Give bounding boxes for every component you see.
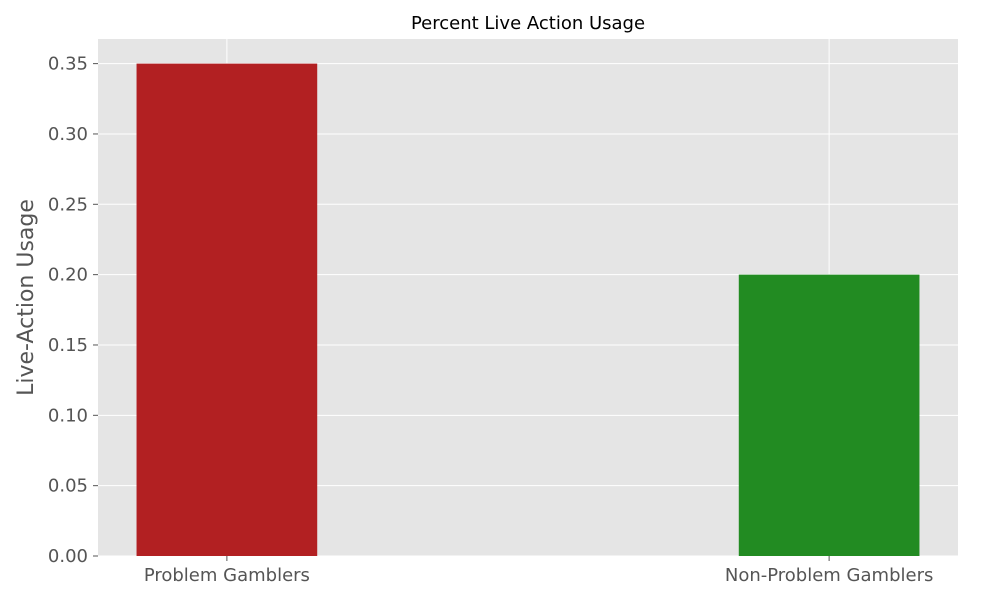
chart-title: Percent Live Action Usage xyxy=(411,13,645,34)
bar-problem-gamblers xyxy=(136,63,318,556)
y-tick-label: 0.20 xyxy=(48,265,88,286)
bar-non-problem-gamblers xyxy=(738,274,920,556)
x-axis-ticks: Problem Gamblers Non-Problem Gamblers xyxy=(144,556,934,586)
y-axis-ticks: 0.00 0.05 0.10 0.15 0.20 0.25 0.30 0.35 xyxy=(48,54,98,567)
y-axis-label: Live-Action Usage xyxy=(14,199,39,396)
x-tick-label: Non-Problem Gamblers xyxy=(725,565,934,586)
y-tick-label: 0.35 xyxy=(48,54,88,75)
y-tick-label: 0.15 xyxy=(48,335,88,356)
y-tick-label: 0.00 xyxy=(48,546,88,567)
x-tick-label: Problem Gamblers xyxy=(144,565,310,586)
y-tick-label: 0.30 xyxy=(48,124,88,145)
y-tick-label: 0.05 xyxy=(48,476,88,497)
y-tick-label: 0.10 xyxy=(48,405,88,426)
bars xyxy=(136,63,920,556)
y-tick-label: 0.25 xyxy=(48,194,88,215)
